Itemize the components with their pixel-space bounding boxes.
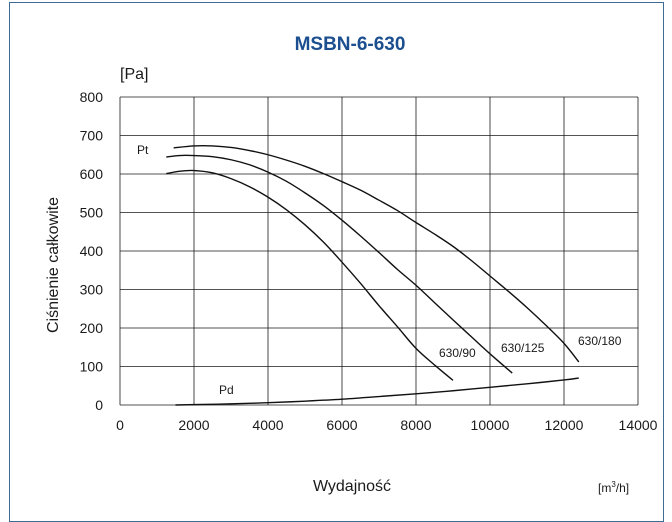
chart-title: MSBN-6-630: [295, 34, 406, 55]
curve-630-125: [166, 154, 513, 374]
x-tick-label: 0: [116, 417, 124, 433]
y-tick-label: 800: [80, 89, 104, 105]
series-label-630-90: 630/90: [439, 346, 476, 360]
x-tick-label: 2000: [178, 417, 209, 433]
x-axis-label: Wydajność: [313, 478, 391, 495]
x-unit-tail: /h]: [616, 481, 629, 495]
y-tick-label: 200: [80, 320, 104, 336]
x-unit-base: [m: [598, 481, 611, 495]
y-tick-label: 700: [80, 128, 104, 144]
x-unit-label: [m3/h]: [598, 480, 629, 495]
x-tick-label: 4000: [252, 417, 283, 433]
y-axis-label: Ciśnienie całkowite: [45, 197, 62, 333]
x-unit-superscript: 3: [611, 480, 616, 489]
x-tick-label: 10000: [471, 417, 510, 433]
y-tick-label: 400: [80, 243, 104, 259]
y-tick-label: 600: [80, 166, 104, 182]
pt-label: Pt: [137, 143, 149, 157]
y-tick-label: 0: [95, 397, 103, 413]
curve-630-90: [166, 169, 454, 381]
y-tick-label: 500: [80, 205, 104, 221]
pd-label: Pd: [219, 383, 234, 397]
y-unit-label: [Pa]: [120, 66, 148, 83]
x-tick-label: 12000: [545, 417, 584, 433]
y-tick-label: 100: [80, 359, 104, 375]
curves: [166, 144, 580, 406]
x-tick-label: 6000: [326, 417, 357, 433]
curve-pd: [175, 377, 579, 406]
x-tick-label: 14000: [619, 417, 658, 433]
chart-canvas: MSBN-6-630 [Pa] Ciśnienie całkowite Wyda…: [45, 34, 658, 495]
series-label-630-180: 630/180: [578, 334, 622, 348]
grid: [119, 96, 639, 406]
x-tick-label: 8000: [400, 417, 431, 433]
y-tick-label: 300: [80, 282, 104, 298]
series-label-630-125: 630/125: [501, 341, 545, 355]
curve-630-180: [173, 144, 580, 363]
